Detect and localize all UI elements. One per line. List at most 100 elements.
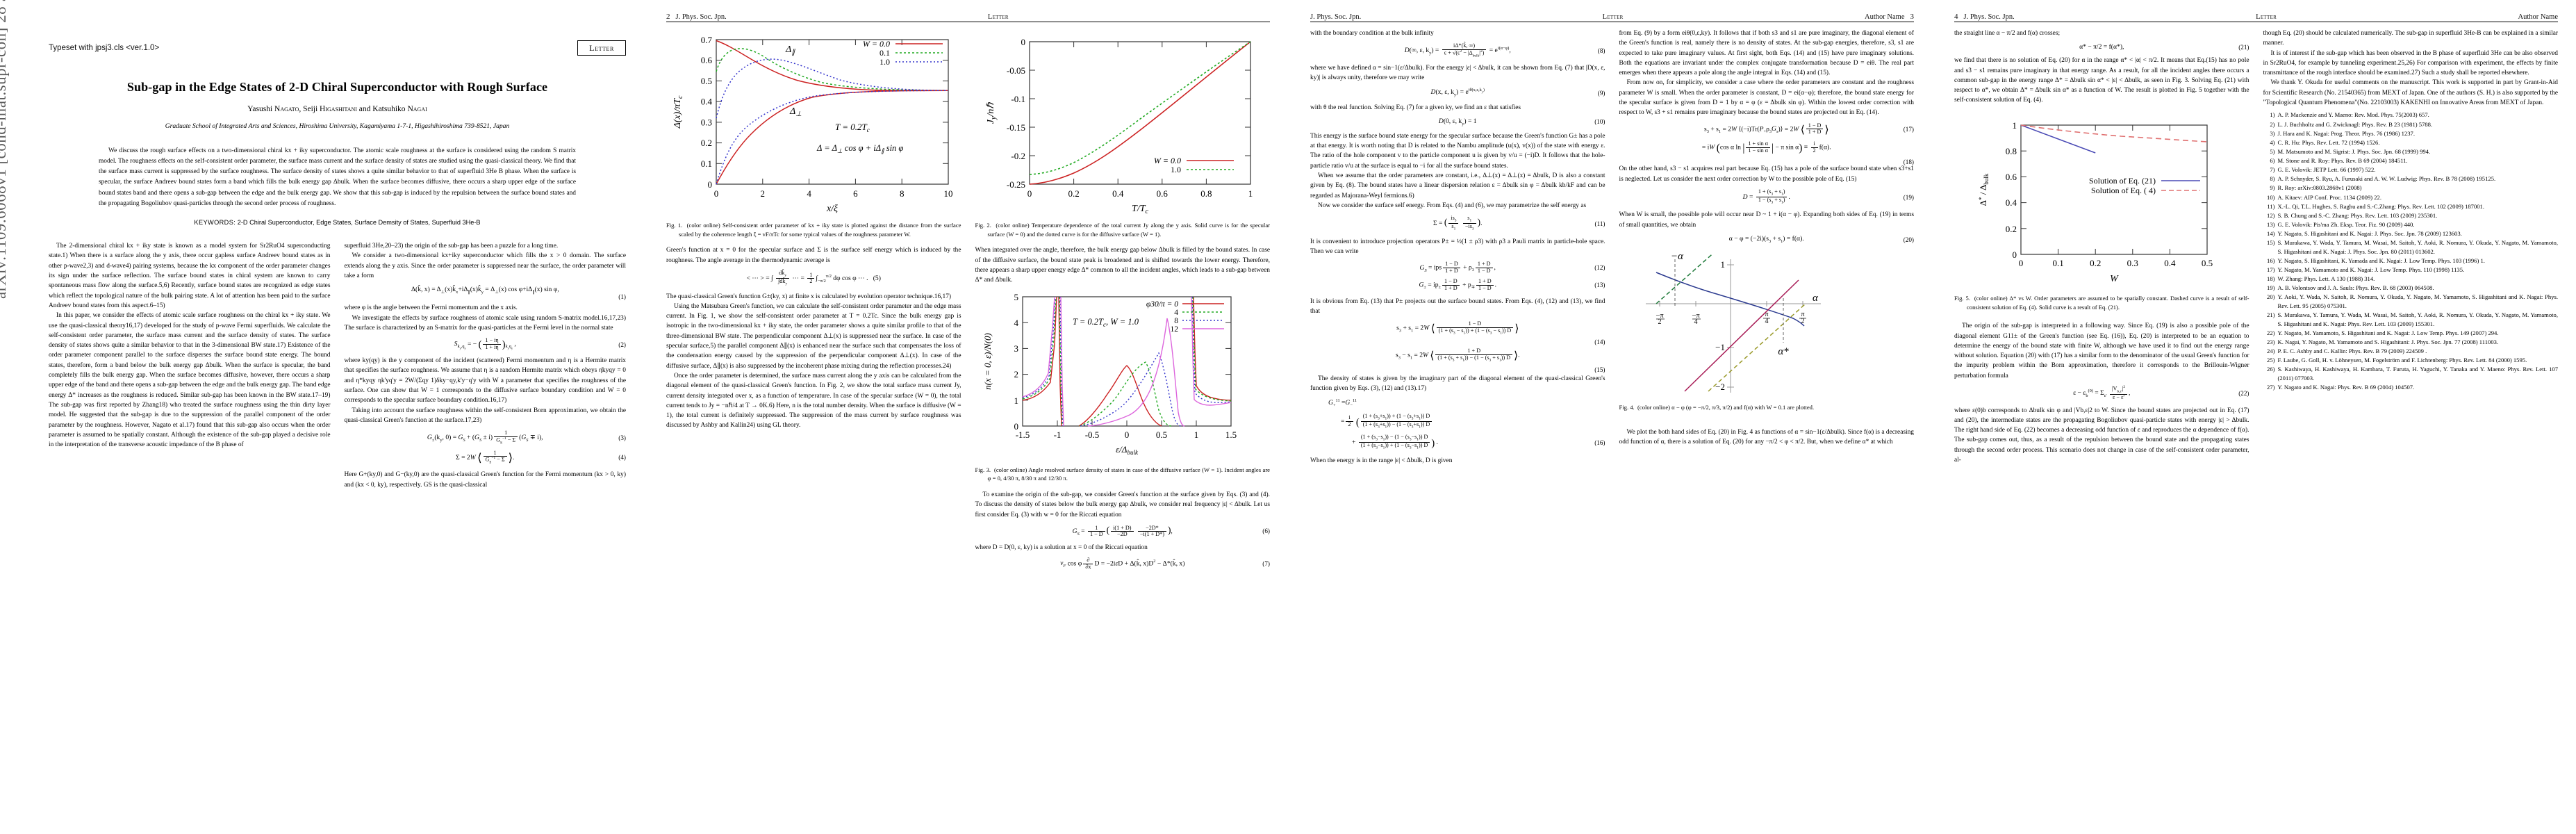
keywords: KEYWORDS: 2-D Chiral Superconductor, Edg… [61,219,613,226]
runhead-letter: Letter [2256,13,2277,21]
reference-number: 19) [2267,284,2275,292]
reference-text: Y. Aoki, Y. Wada, N. Saitoh, R. Nomura, … [2277,293,2559,309]
paragraph: though Eq. (20) should be calculated num… [2263,30,2559,47]
svg-text:0.7: 0.7 [701,35,713,45]
svg-text:−α: −α [1671,254,1684,262]
paragraph: The density of states is given by the im… [1310,375,1605,393]
paragraph: From now on, for simplicity, we consider… [1619,79,1915,117]
paragraph: In this paper, we consider the effects o… [49,312,331,449]
svg-text:T = 0.2Tc: T = 0.2Tc [835,122,870,133]
svg-text:0.6: 0.6 [1156,188,1168,199]
paragraph: Here G+(ky,0) and G−(ky,0) are the quasi… [344,471,627,489]
paragraph: superfluid 3He,20–23) the origin of the … [344,243,559,250]
svg-text:2: 2 [1014,369,1018,379]
svg-text:0.6: 0.6 [2006,172,2017,182]
equation-9: D(x, ε, ky) = eiθ(x,ε,ky) (9) [1430,88,1605,98]
equation-4-tag: (4) [618,454,626,461]
reference-item: 22) Y. Nagato, M. Yamamoto, S. Higashitan… [2263,329,2559,338]
reference-number: 14) [2267,230,2275,237]
equation-16-body: = i 2 ((1 + (s3+s1)) + (1 − (s3+s1)) D (1 +… [1310,413,1605,430]
figure-3-caption: Fig. 3. (color online) Angle resolved su… [975,466,1271,483]
svg-text:4: 4 [1174,309,1178,317]
svg-text:ε/Δbulk: ε/Δbulk [1116,444,1139,456]
page-1-column-right: superfluid 3He,20–23) the origin of the … [345,241,627,490]
reference-item: 20) Y. Aoki, Y. Wada, N. Saitoh, R. Nomur… [2263,293,2559,310]
paragraph: We thank Y. Okuda for useful comments on… [2263,79,2559,107]
journal-name: J. Phys. Soc. Jpn. [1310,13,1362,21]
paragraph: Once the order parameter is determined, … [666,372,961,430]
figure-5-plot: 0 0.2 0.4 0.6 0.8 1 0 0.1 0.2 0.3 0.4 0.5 W Δ* /… [1954,116,2249,291]
paragraph: We plot the both hand sides of Eq. (20) … [1619,428,1915,445]
figure-2-caption-text: (color online) Temperature dependence of… [987,222,1271,238]
reference-number: 17) [2267,266,2275,273]
equation-16: G+11 =G−11 [1328,398,1357,409]
svg-text:10: 10 [944,188,953,199]
equation-19: D = 1 + (s3 + s1) 1 − (s3 + s1). (19) [1742,188,1914,205]
reference-item: 15) S. Murakawa, Y. Wada, Y. Tamura, M. W… [2263,238,2558,256]
paragraph: The 2-dimensional chiral kx + iky state … [49,243,331,309]
svg-text:T/Tc: T/Tc [1132,204,1148,215]
figure-5-caption: Fig. 5. (color online) Δ* vs W. Order pa… [1954,294,2249,311]
equation-15: s3 − s1 = 2W ⟨ 1 + D (1 + (s3 + s1)) − (1 … [1395,347,1605,374]
equation-6-tag: (6) [1262,528,1270,535]
paragraph: When we assume that the order parameters… [1310,172,1605,199]
letter-badge: Letter [577,40,626,56]
page-4-columns: the straight line α − π/2 and f(α) cross… [1954,28,2558,465]
typeset-note: Typeset with jpsj3.cls <ver.1.0> [49,44,160,52]
figure-2-plot: 0 -0.05 -0.1 -0.15 -0.2 -0.25 0 0.2 0.4 0.6 0.8… [975,31,1270,218]
page-title: Sub-gap in the Edge States of 2-D Chiral… [126,80,548,94]
reference-text: A. B. Volontsov and J. A. Sauls: Phys. R… [2277,284,2434,292]
reference-text: Y. Nagato, S. Higashitani and K. Nagai: … [2277,230,2462,237]
reference-text: X.-L. Qi, T.L. Hughes, S. Raghu and S.-C… [2277,202,2485,210]
reference-text: J. Hara and K. Nagai: Prog. Theor. Phys.… [2277,129,2415,137]
svg-text:5: 5 [1014,292,1018,302]
reference-number: 7) [2270,166,2275,174]
paragraph: The quasi-classical Green's function G±(… [666,293,951,300]
reference-item: 13) G. E. Volovik: Pis'ma Zh. Eksp. Teor.… [2263,220,2559,229]
svg-text:1: 1 [1720,259,1725,270]
equation-9-tag: (9) [1597,89,1605,97]
paragraph: where ε(0)b corresponds to Δbulk sin φ a… [1954,407,2249,464]
journal-name: J. Phys. Soc. Jpn. [1963,13,2015,21]
reference-text: W. Zhang: Phys. Lett. A 130 (1988) 314. [2277,275,2375,283]
equation-7: vF cos φ ∂ ∂x D = −2iεD + Δ(k̂, x)D2 − Δ*(k… [1060,557,1270,570]
svg-text:φ30/π = 0: φ30/π = 0 [1146,300,1178,309]
reference-number: 12) [2267,211,2275,219]
svg-text:8: 8 [1174,317,1178,325]
paragraph: To examine the origin of the sub-gap, we… [975,491,1271,518]
reference-item: 10) A. Kitaev: AIP Conf. Proc. 1134 (2009… [2263,193,2559,202]
svg-text:0.5: 0.5 [1155,430,1166,440]
reference-text: S. Murakawa, Y. Tamura, Y. Wada, M. Wasa… [2277,311,2559,327]
figure-4-plot: 1 −1 −2 −π 2 −π [1619,253,1914,400]
paragraph: with the boundary condition at the bulk … [1310,30,1434,37]
paragraph: This energy is the surface bound state e… [1310,132,1605,170]
reference-text: A. P. Mackenzie and Y. Maeno: Rev. Mod. … [2277,111,2429,119]
svg-text:-0.1: -0.1 [1011,94,1025,104]
svg-text:0.8: 0.8 [1200,188,1212,199]
paragraph: It is of interest if the sub-gap which h… [2263,49,2559,77]
reference-number: 2) [2270,120,2275,128]
figure-4-caption-text: (color online) α − φ (φ = −π/2, π/3, π/2… [1637,403,1815,411]
svg-text:-1: -1 [1053,430,1061,440]
svg-text:1: 1 [2013,120,2017,131]
reference-number: 13) [2267,220,2275,228]
arxiv-stamp: arXiv:1109.6068v1 [cond-mat.supr-con] 28… [0,0,9,299]
reference-number: 24) [2267,348,2275,355]
paragraph: We investigate the effects by surface ro… [344,314,627,332]
svg-text:1.5: 1.5 [1225,430,1236,440]
paragraph: When the energy is in the range |ε| < Δb… [1310,457,1453,464]
abstract: We discuss the rough surface effects on … [99,147,576,207]
equation-12-tag: (12) [1594,264,1605,272]
paragraph: We consider a two-dimensional kx+iky sup… [344,252,627,280]
keywords-label: KEYWORDS: [194,219,236,227]
svg-text:Δ = Δ⊥ cos φ + iΔ∥ sin φ: Δ = Δ⊥ cos φ + iΔ∥ sin φ [816,143,903,154]
svg-text:W = 0.0: W = 0.0 [1153,156,1180,165]
reference-number: 1) [2270,111,2275,119]
svg-text:-0.05: -0.05 [1006,65,1025,76]
svg-text:0: 0 [2013,250,2017,260]
page-1-columns: The 2-dimensional chiral kx + iky state … [49,241,626,490]
author-list: Yasushi Nagato, Seiji Higashitani and Ka… [49,105,626,113]
svg-text:0.2: 0.2 [1068,188,1079,199]
